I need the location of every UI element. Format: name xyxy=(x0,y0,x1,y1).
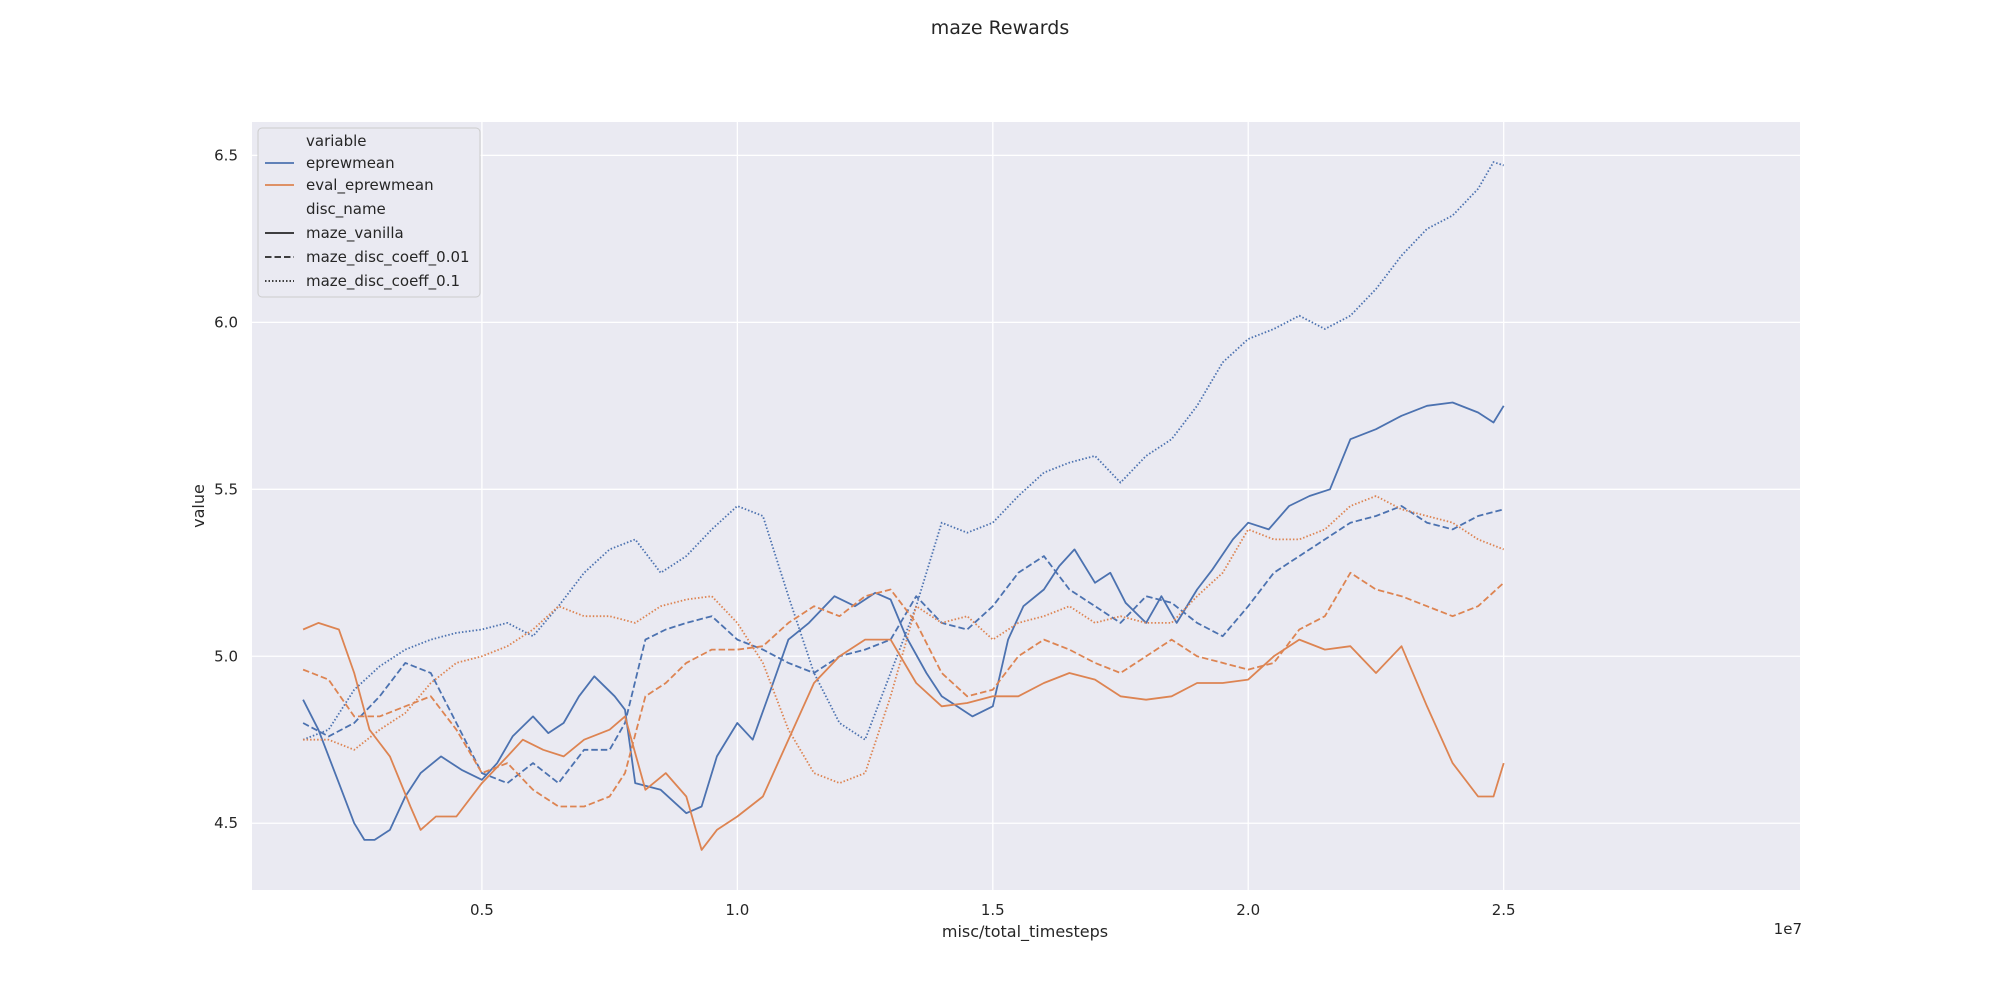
chart-title: maze Rewards xyxy=(931,17,1070,39)
legend-label-maze-disc-coeff-001: maze_disc_coeff_0.01 xyxy=(306,248,470,267)
series-layer xyxy=(302,161,1505,851)
grid xyxy=(252,122,1800,890)
legend-box xyxy=(257,127,481,298)
x-tick-label: 2.5 xyxy=(1492,901,1516,919)
legend-label-eval-eprewmean: eval_eprewmean xyxy=(306,176,434,195)
series-line-eval-eprewmean-maze-disc-coeff-0-01 xyxy=(302,571,1505,808)
x-axis-label: misc/total_timesteps xyxy=(942,922,1108,942)
x-tick-label: 1.0 xyxy=(725,901,749,919)
y-ticks: 4.5 5.0 5.5 6.0 6.5 xyxy=(214,146,238,832)
plot-area xyxy=(252,122,1800,890)
y-tick-label: 6.0 xyxy=(214,313,238,331)
legend-hue-title: variable xyxy=(306,132,367,150)
series-line-eprewmean-maze-vanilla xyxy=(302,401,1505,841)
y-tick-label: 5.0 xyxy=(214,647,238,665)
x-ticks: 0.5 1.0 1.5 2.0 2.5 xyxy=(470,901,1516,919)
x-axis-offset-label: 1e7 xyxy=(1774,920,1802,938)
series-line-eval-eprewmean-maze-vanilla xyxy=(302,622,1505,851)
legend-style-title: disc_name xyxy=(306,200,386,219)
y-tick-label: 4.5 xyxy=(214,814,238,832)
x-tick-label: 1.5 xyxy=(981,901,1005,919)
x-tick-label: 2.0 xyxy=(1236,901,1260,919)
series-line-eprewmean-maze-disc-coeff-0-1 xyxy=(302,161,1504,741)
y-tick-label: 6.5 xyxy=(214,146,238,164)
y-axis-label: value xyxy=(189,484,208,528)
y-tick-label: 5.5 xyxy=(214,480,238,498)
legend: variable eprewmean eval_eprewmean disc_n… xyxy=(257,127,481,298)
legend-label-maze-vanilla: maze_vanilla xyxy=(306,224,404,243)
legend-label-eprewmean: eprewmean xyxy=(306,154,395,172)
legend-label-maze-disc-coeff-01: maze_disc_coeff_0.1 xyxy=(306,272,460,291)
series-line-eval-eprewmean-maze-disc-coeff-0-1 xyxy=(303,495,1505,784)
x-tick-label: 0.5 xyxy=(470,901,494,919)
